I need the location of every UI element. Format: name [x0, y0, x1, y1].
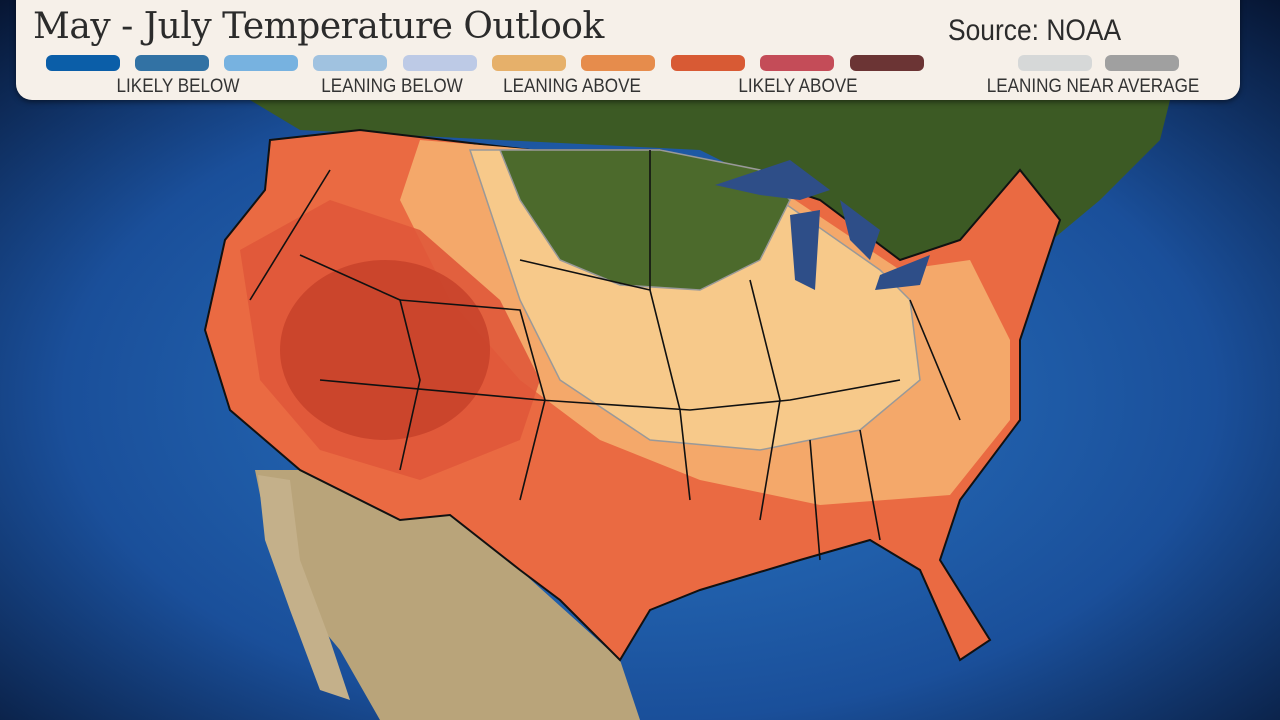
us-likely-above-core [280, 260, 490, 440]
canada-land [250, 100, 1170, 280]
legend-swatch-below [135, 55, 209, 71]
legend-label-likely-below: LIKELY BELOW [116, 76, 240, 97]
legend-swatch-above [492, 55, 566, 71]
source-label: Source: NOAA [948, 14, 1122, 47]
legend-label-leaning-near-average: LEANING NEAR AVERAGE [986, 76, 1200, 97]
legend-swatch-below [313, 55, 387, 71]
state-borders [249, 150, 961, 561]
legend-swatch-near [1018, 55, 1092, 71]
legend-panel [16, 0, 1240, 100]
legend-swatch-below [46, 55, 120, 71]
legend-swatch-near [1105, 55, 1179, 71]
legend-swatch-above [850, 55, 924, 71]
baja-land [258, 475, 350, 700]
legend-swatch-below [403, 55, 477, 71]
mexico-land [255, 470, 640, 720]
legend-label-leaning-below: LEANING BELOW [321, 76, 463, 97]
legend-swatch-above [760, 55, 834, 71]
legend-label-leaning-above: LEANING ABOVE [503, 76, 641, 97]
legend-swatch-below [224, 55, 298, 71]
legend-swatch-above [671, 55, 745, 71]
legend-swatch-above [581, 55, 655, 71]
great-lakes [715, 160, 930, 290]
page-title: May - July Temperature Outlook [33, 6, 604, 47]
legend-label-likely-above: LIKELY ABOVE [738, 76, 858, 97]
